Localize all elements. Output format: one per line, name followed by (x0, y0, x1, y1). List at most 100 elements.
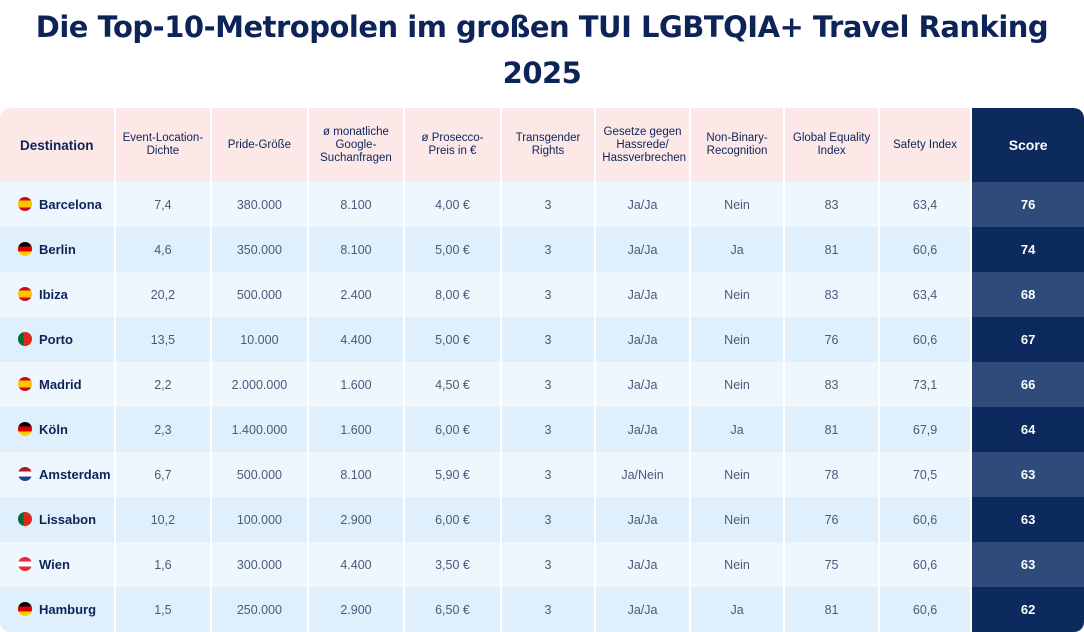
spain-flag-icon (18, 377, 32, 391)
table-row: Amsterdam 6,7 500.000 8.100 5,90 €3 Ja/Nein Ne… (0, 452, 1084, 497)
cell-safety-index: 63,4 (878, 182, 973, 227)
cell-non-binary: Nein (689, 497, 786, 542)
spain-flag-icon (18, 197, 32, 211)
cell-trans-rights: 3 (500, 587, 597, 632)
column-header-safety: Safety Index (878, 108, 973, 182)
cell-global-equality-index: 83 (784, 362, 880, 407)
cell-prosecco-price: 5,00 € (404, 317, 502, 362)
cell-score: 76 (971, 182, 1084, 227)
destination-name: Barcelona (39, 197, 102, 212)
table-row: Madrid 2,2 2.000.000 1.600 4,50 €3 Ja/Ja Nein 8… (0, 362, 1084, 407)
cell-searches: 2.900 (307, 497, 406, 542)
column-header-destination: Destination (0, 108, 116, 182)
destination-name: Wien (39, 557, 70, 572)
destination-name: Ibiza (39, 287, 68, 302)
cell-hate-laws: Ja/Nein (595, 452, 691, 497)
cell-destination: Lissabon (0, 497, 116, 542)
cell-score: 67 (971, 317, 1084, 362)
cell-score: 63 (971, 497, 1084, 542)
cell-pride-size: 500.000 (211, 272, 309, 317)
cell-event-density: 7,4 (114, 182, 213, 227)
cell-score: 66 (971, 362, 1084, 407)
cell-pride-size: 500.000 (211, 452, 309, 497)
table-row: Lissabon 10,2 100.000 2.900 6,00 €3 Ja/Ja Nein… (0, 497, 1084, 542)
cell-searches: 4.400 (307, 317, 406, 362)
cell-trans-rights: 3 (500, 542, 597, 587)
column-header-searches: ø monatliche Google-Suchanfragen (307, 108, 406, 182)
cell-hate-laws: Ja/Ja (595, 587, 691, 632)
cell-event-density: 10,2 (114, 497, 213, 542)
cell-global-equality-index: 83 (784, 272, 880, 317)
column-header-score: Score (971, 108, 1084, 182)
cell-pride-size: 380.000 (211, 182, 309, 227)
destination-name: Porto (39, 332, 73, 347)
cell-destination: Berlin (0, 227, 116, 272)
destination-name: Hamburg (39, 602, 97, 617)
cell-trans-rights: 3 (500, 362, 597, 407)
cell-trans-rights: 3 (500, 407, 597, 452)
table-row: Ibiza 20,2 500.000 2.400 8,00 €3 Ja/Ja Nein 83 6… (0, 272, 1084, 317)
cell-searches: 1.600 (307, 362, 406, 407)
cell-hate-laws: Ja/Ja (595, 497, 691, 542)
cell-trans-rights: 3 (500, 182, 597, 227)
ranking-table: Destination Event-Location-Dichte Pride-… (0, 108, 1084, 632)
cell-score: 64 (971, 407, 1084, 452)
column-header-event-density: Event-Location-Dichte (114, 108, 213, 182)
cell-searches: 4.400 (307, 542, 406, 587)
column-header-hate-laws: Gesetze gegen Hassrede/ Hassverbrechen (595, 108, 691, 182)
cell-safety-index: 70,5 (878, 452, 973, 497)
table-row: Berlin 4,6 350.000 8.100 5,00 €3 Ja/Ja Ja 81 60,… (0, 227, 1084, 272)
cell-prosecco-price: 5,90 € (404, 452, 502, 497)
cell-prosecco-price: 4,50 € (404, 362, 502, 407)
cell-safety-index: 60,6 (878, 497, 973, 542)
germany-flag-icon (18, 242, 32, 256)
cell-prosecco-price: 8,00 € (404, 272, 502, 317)
cell-pride-size: 10.000 (211, 317, 309, 362)
cell-non-binary: Nein (689, 182, 786, 227)
cell-hate-laws: Ja/Ja (595, 407, 691, 452)
cell-prosecco-price: 6,00 € (404, 407, 502, 452)
cell-hate-laws: Ja/Ja (595, 362, 691, 407)
table-row: Wien 1,6 300.000 4.400 3,50 €3 Ja/Ja Nein 75 60,… (0, 542, 1084, 587)
header-row: Destination Event-Location-Dichte Pride-… (0, 108, 1084, 182)
cell-event-density: 13,5 (114, 317, 213, 362)
cell-event-density: 1,6 (114, 542, 213, 587)
cell-non-binary: Nein (689, 542, 786, 587)
destination-name: Amsterdam (39, 467, 111, 482)
cell-searches: 8.100 (307, 452, 406, 497)
cell-safety-index: 67,9 (878, 407, 973, 452)
cell-global-equality-index: 76 (784, 497, 880, 542)
cell-destination: Hamburg (0, 587, 116, 632)
cell-global-equality-index: 78 (784, 452, 880, 497)
cell-non-binary: Nein (689, 272, 786, 317)
cell-pride-size: 350.000 (211, 227, 309, 272)
cell-searches: 2.900 (307, 587, 406, 632)
cell-score: 63 (971, 452, 1084, 497)
cell-prosecco-price: 6,50 € (404, 587, 502, 632)
cell-non-binary: Ja (689, 587, 786, 632)
cell-pride-size: 2.000.000 (211, 362, 309, 407)
cell-prosecco-price: 5,00 € (404, 227, 502, 272)
cell-searches: 2.400 (307, 272, 406, 317)
cell-destination: Madrid (0, 362, 116, 407)
cell-safety-index: 63,4 (878, 272, 973, 317)
cell-searches: 1.600 (307, 407, 406, 452)
destination-name: Lissabon (39, 512, 97, 527)
cell-destination: Köln (0, 407, 116, 452)
cell-pride-size: 300.000 (211, 542, 309, 587)
spain-flag-icon (18, 287, 32, 301)
cell-destination: Wien (0, 542, 116, 587)
cell-destination: Ibiza (0, 272, 116, 317)
cell-trans-rights: 3 (500, 317, 597, 362)
cell-pride-size: 250.000 (211, 587, 309, 632)
cell-destination: Barcelona (0, 182, 116, 227)
cell-global-equality-index: 81 (784, 227, 880, 272)
cell-non-binary: Nein (689, 317, 786, 362)
cell-non-binary: Ja (689, 407, 786, 452)
germany-flag-icon (18, 602, 32, 616)
cell-hate-laws: Ja/Ja (595, 272, 691, 317)
cell-event-density: 1,5 (114, 587, 213, 632)
destination-name: Berlin (39, 242, 76, 257)
cell-prosecco-price: 3,50 € (404, 542, 502, 587)
netherlands-flag-icon (18, 467, 32, 481)
